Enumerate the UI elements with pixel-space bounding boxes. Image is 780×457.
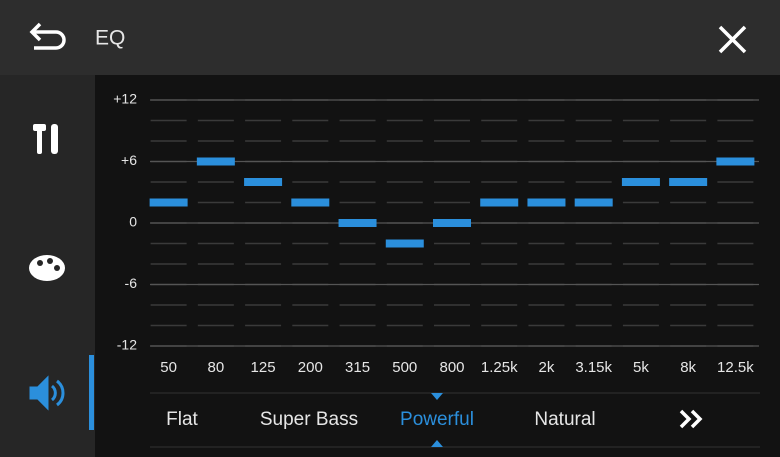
eq-level[interactable] xyxy=(527,198,566,207)
eq-level[interactable] xyxy=(669,178,708,186)
x-tick-label: 5k xyxy=(633,359,649,376)
selected-marker xyxy=(431,440,443,447)
y-tick-label: -6 xyxy=(125,275,138,291)
x-tick-label: 500 xyxy=(392,359,417,376)
eq-level[interactable] xyxy=(433,219,471,227)
x-tick-label: 50 xyxy=(160,359,177,376)
y-tick-label: +12 xyxy=(113,91,137,107)
y-tick-label: -12 xyxy=(117,337,137,353)
top-bar xyxy=(0,0,780,75)
active-tab-indicator xyxy=(89,355,94,430)
eq-level[interactable] xyxy=(480,198,519,207)
screen-title: EQ xyxy=(95,27,125,50)
preset-option[interactable]: Super Bass xyxy=(260,409,358,430)
x-tick-label: 80 xyxy=(208,359,225,376)
close-button[interactable] xyxy=(718,25,747,54)
selected-marker xyxy=(431,393,443,400)
x-tick-label: 200 xyxy=(298,359,323,376)
y-tick-label: 0 xyxy=(129,214,137,230)
preset-option[interactable]: Flat xyxy=(166,409,198,430)
next-presets[interactable] xyxy=(679,409,703,429)
eq-level[interactable] xyxy=(291,198,330,207)
x-tick-label: 1.25k xyxy=(481,359,518,376)
eq-level[interactable] xyxy=(574,198,613,207)
y-tick-label: +6 xyxy=(121,152,137,168)
eq-level[interactable] xyxy=(196,157,235,166)
settings-tab[interactable] xyxy=(33,124,58,154)
x-tick-label: 8k xyxy=(680,359,696,376)
x-tick-label: 3.15k xyxy=(575,359,612,376)
eq-level[interactable] xyxy=(716,157,755,166)
eq-level[interactable] xyxy=(149,198,188,207)
theme-tab[interactable] xyxy=(29,255,65,281)
preset-option[interactable]: Powerful xyxy=(400,409,474,430)
x-tick-label: 2k xyxy=(539,359,555,376)
eq-level[interactable] xyxy=(338,219,377,227)
audio-tab[interactable] xyxy=(29,375,65,411)
x-tick-label: 800 xyxy=(439,359,464,376)
x-tick-label: 315 xyxy=(345,359,370,376)
eq-level[interactable] xyxy=(385,239,424,248)
preset-option[interactable]: Natural xyxy=(534,409,595,430)
eq-level[interactable] xyxy=(621,178,660,186)
x-tick-label: 12.5k xyxy=(717,359,754,376)
eq-level[interactable] xyxy=(244,178,283,186)
x-tick-label: 125 xyxy=(251,359,276,376)
back-button[interactable] xyxy=(29,22,66,50)
